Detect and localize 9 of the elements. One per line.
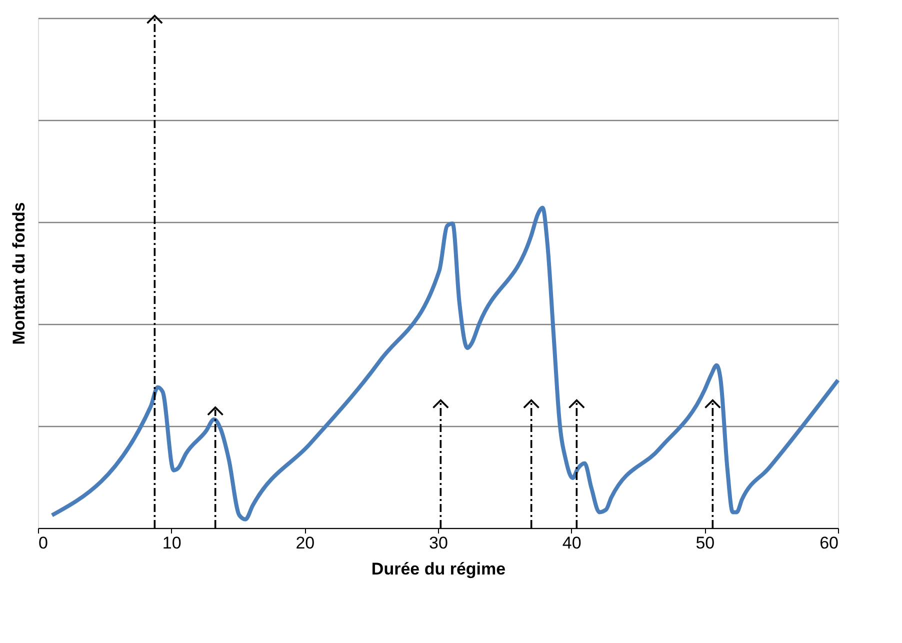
x-axis-title: Durée du régime <box>371 560 506 578</box>
x-tick-label: 60 <box>820 534 838 552</box>
y-axis-title: Montant du fonds <box>10 202 28 345</box>
x-tick-label: 0 <box>38 534 48 552</box>
x-tick-label: 30 <box>429 534 448 552</box>
x-tick-label: 40 <box>562 534 582 552</box>
x-tick-label: 10 <box>162 534 182 552</box>
x-tick-label: 50 <box>696 534 715 552</box>
x-tick-label: 20 <box>296 534 315 552</box>
